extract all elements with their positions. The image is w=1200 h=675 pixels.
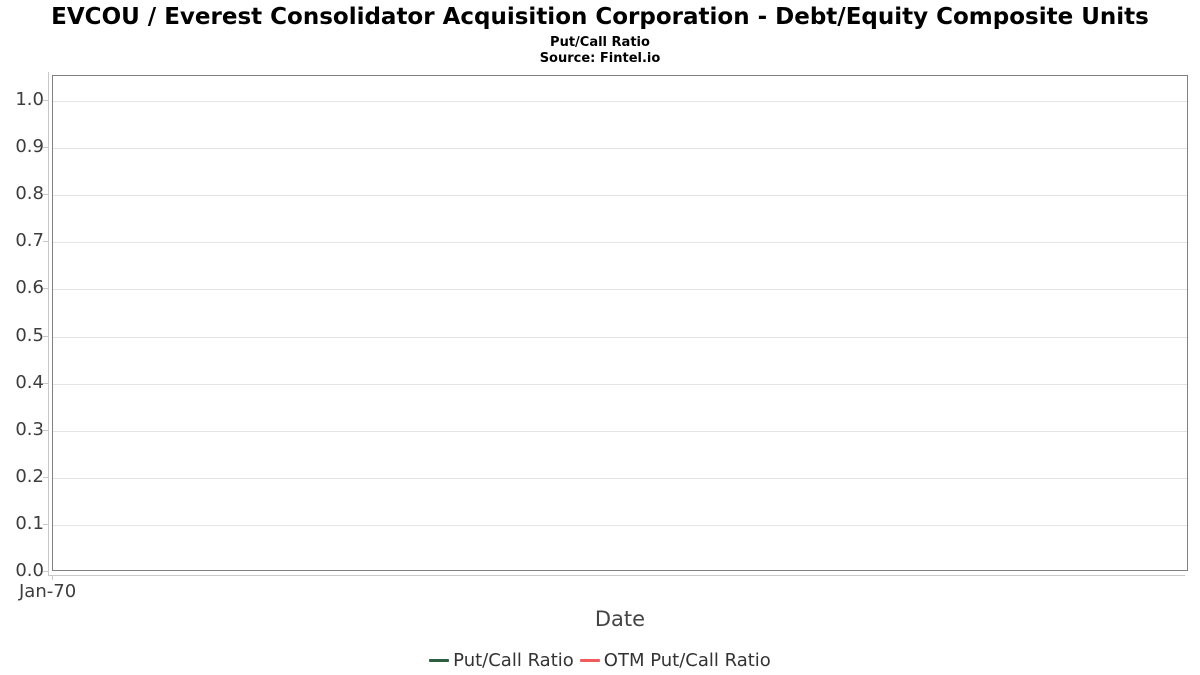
gridline	[53, 431, 1187, 432]
y-tick	[43, 336, 48, 337]
y-tick	[43, 524, 48, 525]
x-tick	[52, 576, 53, 580]
y-tick-label: 0.8	[15, 183, 44, 204]
x-axis-line	[48, 575, 1185, 576]
y-axis-line	[48, 72, 49, 575]
x-axis-title: Date	[594, 607, 646, 631]
y-tick	[43, 430, 48, 431]
y-tick	[43, 100, 48, 101]
gridline	[53, 148, 1187, 149]
y-tick	[43, 194, 48, 195]
chart-source-note: Source: Fintel.io	[539, 51, 661, 66]
y-tick-label: 0.1	[15, 513, 44, 534]
legend-line-swatch	[429, 658, 450, 662]
y-tick	[43, 147, 48, 148]
gridline	[53, 195, 1187, 196]
y-tick	[43, 477, 48, 478]
legend: Put/Call Ratio OTM Put/Call Ratio	[0, 648, 1200, 672]
y-tick-label: 0.7	[15, 230, 44, 251]
legend-line-swatch	[579, 658, 600, 662]
gridline	[53, 242, 1187, 243]
chart-subtitle: Put/Call Ratio	[550, 35, 650, 50]
y-tick-label: 0.5	[15, 325, 44, 346]
legend-item[interactable]: Put/Call Ratio	[429, 650, 574, 671]
y-tick	[43, 571, 48, 572]
y-tick-label: 0.3	[15, 419, 44, 440]
legend-label: Put/Call Ratio	[453, 649, 574, 671]
y-tick-label: 0.0	[15, 560, 44, 581]
y-tick-label: 0.9	[15, 136, 44, 157]
plot-area	[52, 75, 1188, 571]
y-tick	[43, 288, 48, 289]
y-tick-label: 0.2	[15, 466, 44, 487]
chart-title: EVCOU / Everest Consolidator Acquisition…	[51, 4, 1149, 30]
x-tick-label: Jan-70	[19, 581, 77, 602]
y-tick	[43, 383, 48, 384]
y-tick-label: 0.4	[15, 372, 44, 393]
legend-label: OTM Put/Call Ratio	[603, 649, 771, 671]
gridline	[53, 525, 1187, 526]
gridline	[53, 337, 1187, 338]
gridline	[53, 289, 1187, 290]
y-tick-label: 1.0	[15, 89, 44, 110]
y-tick-label: 0.6	[15, 277, 44, 298]
gridline	[53, 478, 1187, 479]
legend-item[interactable]: OTM Put/Call Ratio	[579, 649, 771, 671]
gridline	[53, 384, 1187, 385]
gridline	[53, 101, 1187, 102]
y-tick	[43, 241, 48, 242]
